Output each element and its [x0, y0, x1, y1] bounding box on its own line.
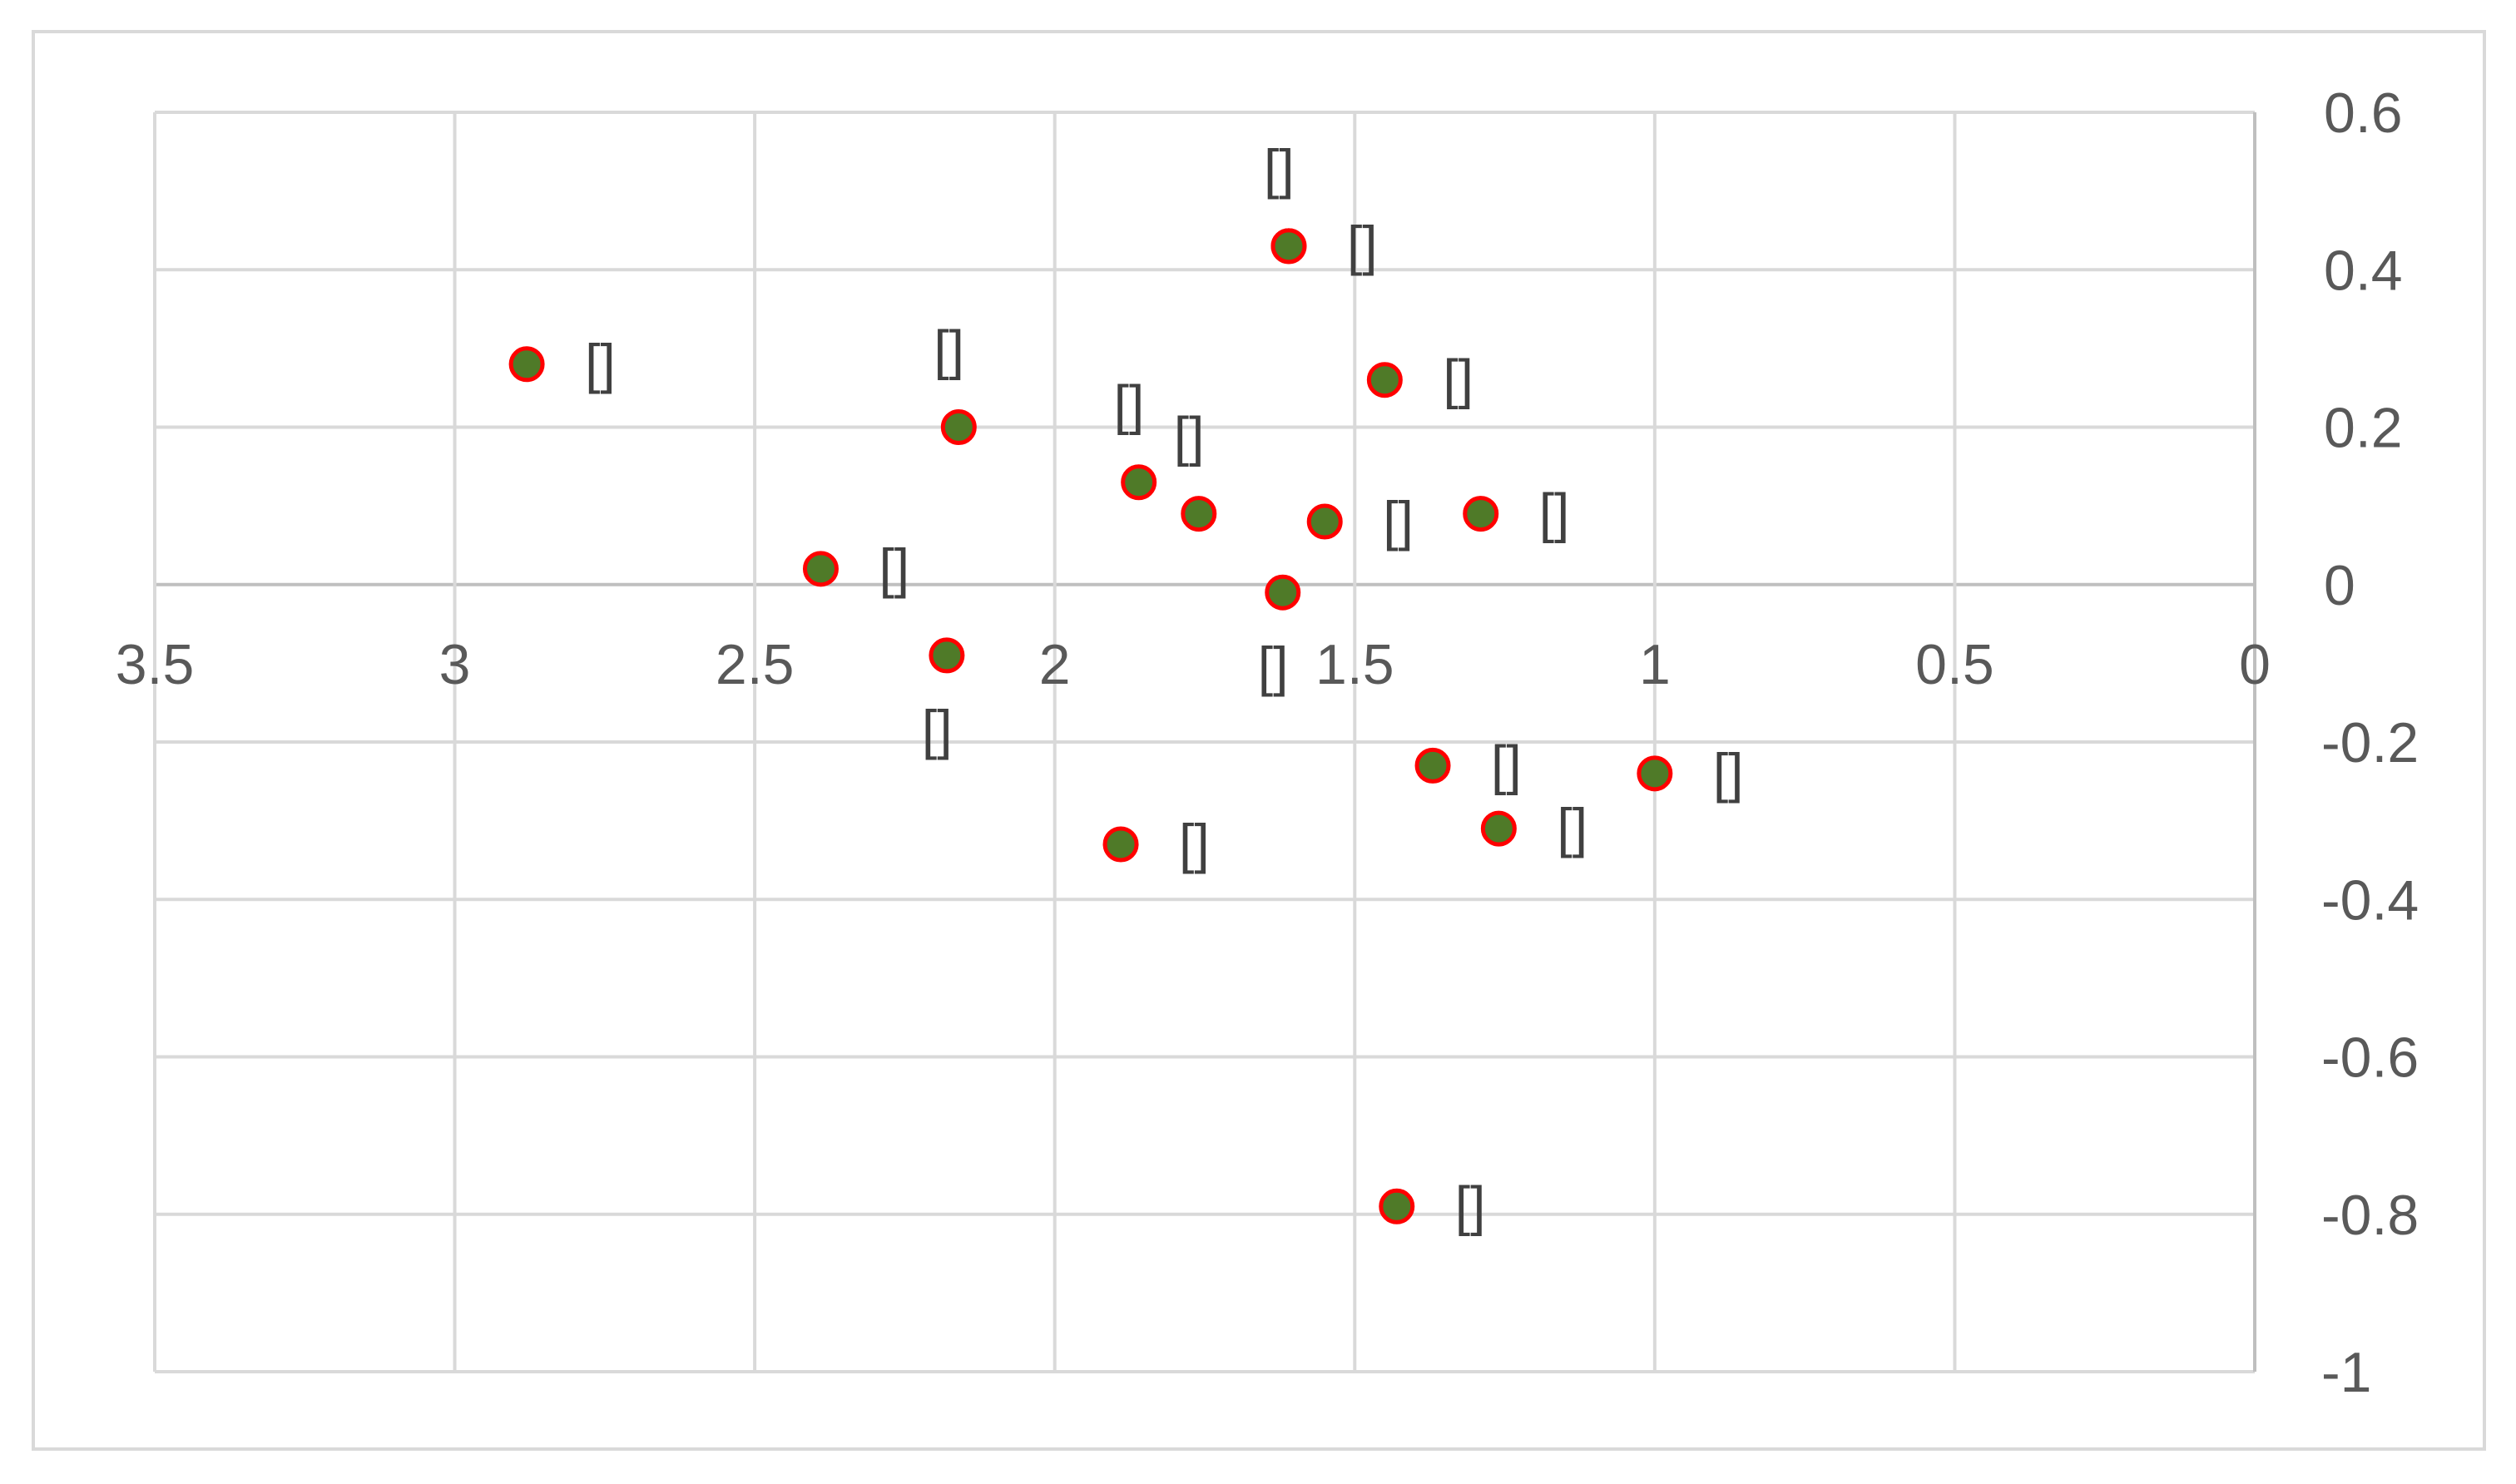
data-label: [] [1179, 813, 1210, 874]
x-tick-label: 0 [2239, 633, 2271, 696]
x-tick-label: 3.5 [116, 633, 195, 696]
y-tick-label: -0.4 [2321, 868, 2419, 932]
data-label: [] [1539, 482, 1570, 544]
data-point [508, 346, 545, 383]
x-tick-label: 0.5 [1915, 633, 1994, 696]
data-point [1463, 496, 1499, 532]
x-tick-label: 3 [439, 633, 471, 696]
y-axis-tick-labels: 0.6 0.4 0.2 0 -0.2 -0.4 -0.6 -0.8 -1 [2321, 82, 2419, 1404]
data-label: [] [1258, 636, 1289, 697]
data-label: [] [879, 537, 909, 599]
data-label: [] [1491, 734, 1522, 795]
x-tick-label: 2 [1039, 633, 1071, 696]
data-label: [] [1455, 1175, 1486, 1236]
data-point [940, 409, 977, 445]
y-tick-label: 0.6 [2324, 82, 2403, 145]
data-point [1121, 464, 1157, 501]
x-tick-label: 1.5 [1315, 633, 1394, 696]
data-points [508, 228, 1673, 1224]
data-label: [] [1347, 215, 1378, 276]
data-point [1270, 228, 1307, 265]
data-point [1637, 755, 1673, 792]
y-tick-label: -0.6 [2321, 1026, 2419, 1090]
data-point [1102, 826, 1139, 863]
data-point [802, 551, 839, 587]
data-label: [] [1713, 742, 1744, 804]
x-tick-label: 2.5 [716, 633, 795, 696]
data-point [1306, 503, 1343, 540]
data-point [1379, 1188, 1415, 1224]
y-tick-label: -1 [2321, 1341, 2371, 1404]
data-label: [] [1114, 374, 1145, 436]
data-label: [] [1557, 797, 1587, 858]
data-label: [] [1443, 349, 1473, 410]
data-point [929, 637, 965, 674]
data-point [1480, 810, 1517, 847]
data-point [1181, 496, 1217, 532]
data-label: [] [1383, 490, 1414, 552]
y-tick-label: 0.4 [2324, 239, 2403, 302]
data-point [1414, 747, 1451, 784]
grid-lines [153, 111, 2256, 1373]
data-label: [] [585, 333, 616, 394]
data-label: [] [934, 319, 964, 381]
data-label: [] [1174, 406, 1205, 467]
data-label: [] [1264, 138, 1295, 200]
y-tick-label: 0.2 [2324, 397, 2403, 460]
data-labels: [] [] [] [] [] [] [] [] [] [] [] [] [] [] [] [] [] [585, 138, 1743, 1236]
data-label: [] [922, 699, 953, 760]
y-tick-label: 0 [2324, 554, 2355, 617]
y-tick-label: -0.2 [2321, 711, 2419, 774]
y-tick-label: -0.8 [2321, 1184, 2419, 1247]
data-point [1366, 362, 1403, 398]
data-point [1265, 574, 1301, 611]
x-tick-label: 1 [1639, 633, 1671, 696]
x-axis-tick-labels: 3.5 3 2.5 2 1.5 1 0.5 0 [116, 633, 2271, 696]
